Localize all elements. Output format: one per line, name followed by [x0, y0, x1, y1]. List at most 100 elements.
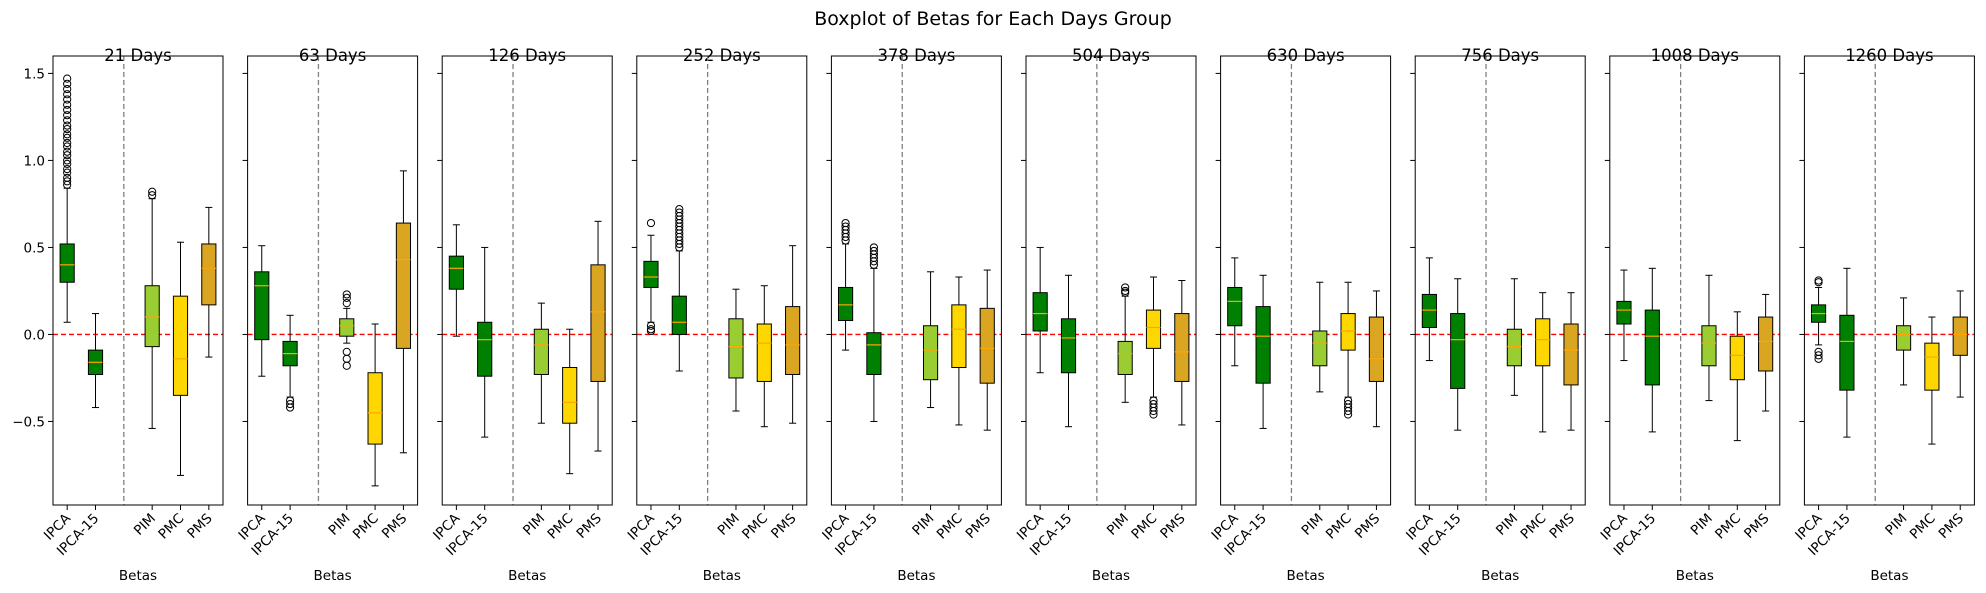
x-axis-label: Betas [1092, 568, 1130, 584]
x-tick-label: PIM [325, 511, 353, 539]
x-tick-label: PMC [1907, 511, 1939, 543]
x-tick-label: PIM [1688, 511, 1716, 539]
box-ipca-15 [866, 243, 882, 422]
box-ipca [59, 74, 75, 323]
box-body [785, 306, 801, 375]
axes-frame [1025, 55, 1197, 506]
box-body [1312, 330, 1328, 367]
box-ipca-15 [1644, 267, 1660, 433]
outlier-point [63, 74, 72, 83]
x-axis-label: Betas [1481, 568, 1519, 584]
x-tick-label: PIM [1104, 511, 1132, 539]
outlier-point [1814, 354, 1823, 363]
box-body [756, 323, 772, 382]
outlier-point [342, 347, 351, 356]
box-body [1117, 340, 1133, 375]
box-pmc [1924, 316, 1940, 445]
box-body [951, 304, 967, 369]
outlier-point [342, 293, 351, 303]
x-axis-label: Betas [897, 568, 935, 584]
box-pms [979, 269, 995, 431]
box-pim [1506, 278, 1522, 396]
outlier-point [1344, 410, 1353, 419]
box-body [643, 260, 659, 288]
box-body [201, 243, 217, 306]
box-body [1839, 314, 1855, 391]
outlier-point [63, 105, 72, 115]
box-body [1952, 316, 1968, 356]
y-tick-label: 0.5 [24, 240, 45, 256]
outlier-point [1149, 406, 1158, 416]
box-pms [395, 170, 412, 454]
outlier-point [342, 299, 351, 308]
box-body [1340, 313, 1356, 351]
box-ipca-15 [282, 314, 298, 412]
x-tick-label: PIM [131, 511, 159, 539]
box-pmc [1340, 281, 1356, 419]
x-tick-label: PMS [1352, 511, 1383, 542]
box-body [395, 222, 412, 349]
box-body [533, 328, 549, 375]
outlier-point [63, 156, 72, 165]
box-pms [785, 245, 801, 424]
outlier-point [1121, 283, 1130, 292]
box-pim [533, 302, 549, 424]
x-tick-label: PIM [715, 511, 743, 539]
outlier-point [63, 159, 72, 168]
outlier-point [286, 399, 295, 409]
box-ipca [1421, 257, 1437, 362]
box-pim [922, 271, 939, 409]
box-body [1506, 328, 1522, 367]
outlier-point [675, 205, 684, 214]
outlier-point [1814, 351, 1823, 360]
box-body [1255, 306, 1271, 384]
box-pms [590, 220, 606, 452]
outlier-point [646, 326, 656, 336]
outlier-point [63, 116, 72, 125]
y-tick-label: 0.0 [24, 327, 45, 343]
box-pms [1952, 290, 1968, 398]
box-pms [1368, 290, 1385, 428]
box-pim [1117, 283, 1133, 403]
box-body [866, 332, 882, 375]
box-body [59, 243, 75, 283]
box-body [1145, 309, 1162, 349]
x-tick-label: PMC [1128, 511, 1160, 543]
box-body [562, 367, 578, 424]
box-ipca [1810, 276, 1827, 363]
box-pmc [1145, 276, 1162, 419]
box-body [1032, 292, 1048, 332]
x-tick-label: PMC [1323, 511, 1355, 543]
box-ipca-15 [671, 205, 687, 372]
outlier-point [841, 218, 850, 228]
outlier-point [63, 173, 72, 182]
outlier-point [1344, 406, 1353, 416]
box-ipca [643, 218, 659, 336]
x-tick-label: PMS [1157, 511, 1188, 542]
box-ipca [837, 218, 854, 351]
box-body [1450, 313, 1466, 389]
box-body [1924, 342, 1940, 391]
box-body [1616, 300, 1632, 325]
x-tick-label: PMC [934, 511, 966, 543]
outlier-point [63, 177, 72, 186]
box-pmc [172, 241, 189, 476]
box-pmc [562, 328, 578, 475]
x-axis-label: Betas [314, 568, 352, 584]
box-body [590, 264, 606, 382]
axes-frame [247, 55, 419, 506]
x-tick-label: PMC [1518, 511, 1550, 543]
outlier-point [1149, 410, 1158, 419]
x-tick-label: PIM [1882, 511, 1910, 539]
x-tick-label: PMC [1712, 511, 1744, 543]
outlier-point [63, 133, 72, 142]
x-tick-label: PIM [1493, 511, 1521, 539]
box-body [172, 295, 189, 396]
outlier-point [342, 361, 351, 370]
box-ipca-15 [1450, 278, 1466, 431]
x-tick-label: PMS [573, 511, 604, 542]
outlier-point [646, 321, 656, 330]
